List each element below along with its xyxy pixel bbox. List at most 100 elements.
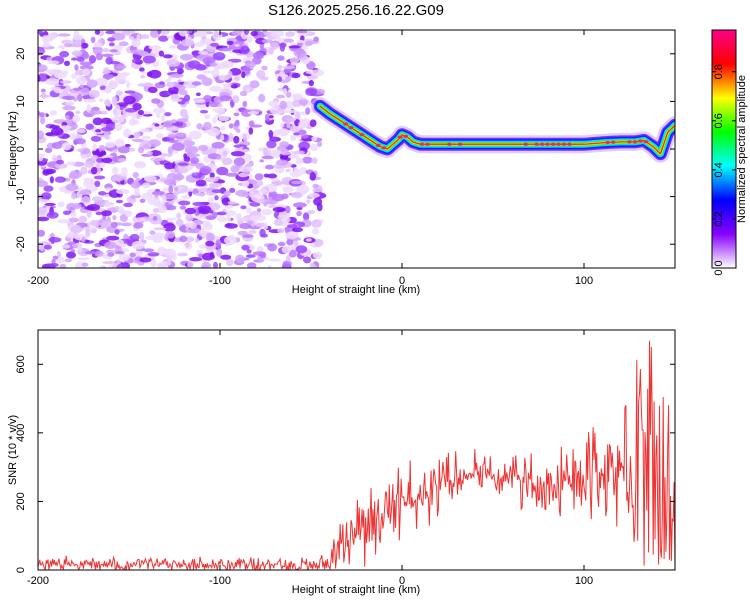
figure-title: S126.2025.256.16.22.G09 — [268, 2, 444, 19]
noise-blob — [243, 171, 250, 175]
noise-blob — [170, 98, 183, 102]
noise-blob — [114, 111, 120, 120]
ridge-peak — [643, 140, 649, 144]
noise-blob — [94, 180, 101, 187]
noise-blob — [209, 85, 223, 92]
noise-blob — [191, 81, 202, 86]
top-x-axis-tick-label: -200 — [27, 275, 49, 287]
noise-blob — [152, 190, 165, 196]
ridge-peak — [605, 140, 611, 145]
noise-blob — [219, 95, 232, 102]
noise-blob — [232, 95, 240, 104]
ridge-peak — [637, 139, 643, 143]
top-x-axis-tick-label: -100 — [209, 275, 231, 287]
noise-blob — [70, 249, 76, 253]
noise-blob — [291, 72, 301, 79]
noise-blob — [180, 195, 192, 199]
noise-blob — [285, 168, 291, 172]
noise-blob — [276, 159, 289, 166]
noise-blob — [69, 171, 83, 179]
noise-blob — [57, 33, 71, 37]
noise-blob — [126, 80, 131, 89]
noise-blob — [139, 257, 152, 263]
noise-blob — [139, 198, 146, 203]
noise-blob — [168, 133, 176, 138]
noise-blob — [114, 75, 127, 84]
noise-blob — [63, 43, 73, 48]
colorbar-frame — [711, 29, 737, 269]
noise-blob — [279, 42, 287, 48]
noise-blob — [310, 143, 318, 152]
noise-blob — [114, 138, 125, 148]
noise-blob — [273, 219, 283, 226]
noise-blob — [311, 136, 318, 142]
noise-blob — [203, 129, 214, 134]
noise-blob — [114, 123, 123, 131]
noise-blob — [38, 48, 46, 54]
noise-blob — [77, 244, 83, 253]
noise-blob — [248, 230, 257, 234]
noise-blob — [117, 145, 131, 154]
noise-blob — [171, 122, 181, 126]
noise-blob — [290, 135, 297, 141]
noise-blob — [248, 120, 255, 127]
noise-blob — [38, 110, 41, 116]
ridge-peak — [446, 142, 452, 146]
noise-blob — [291, 180, 304, 185]
noise-blob — [164, 178, 177, 186]
noise-blob — [79, 61, 93, 66]
noise-blob — [75, 261, 86, 268]
noise-blob — [130, 181, 141, 189]
noise-blob — [216, 62, 229, 70]
noise-blob — [249, 80, 260, 89]
noise-blob — [107, 252, 115, 257]
noise-blob — [45, 147, 53, 153]
noise-blob — [293, 150, 306, 155]
noise-blob — [312, 251, 323, 259]
noise-blob — [176, 212, 181, 219]
noise-blob — [254, 173, 264, 181]
noise-blob — [286, 254, 291, 263]
noise-blob — [166, 59, 181, 67]
noise-blob — [139, 128, 150, 133]
noise-blob — [180, 53, 194, 61]
noise-blob — [164, 193, 177, 200]
noise-blob — [286, 122, 291, 129]
noise-blob — [80, 166, 88, 175]
noise-blob — [239, 223, 252, 230]
noise-blob — [247, 111, 259, 115]
noise-blob — [221, 157, 233, 166]
noise-blob — [56, 250, 62, 258]
noise-blob — [177, 118, 189, 123]
noise-blob — [208, 197, 214, 204]
noise-blob — [158, 50, 164, 57]
noise-blob — [62, 210, 71, 216]
noise-blob — [209, 172, 215, 179]
noise-blob — [124, 90, 136, 94]
ridge-peak — [627, 140, 632, 144]
noise-blob — [248, 127, 254, 135]
noise-blob — [168, 185, 173, 194]
noise-blob — [294, 111, 301, 120]
noise-blob — [281, 74, 286, 81]
noise-blob — [283, 38, 294, 43]
top-x-axis-tick-label: 0 — [399, 275, 405, 287]
noise-blob — [70, 225, 83, 234]
noise-blob — [158, 35, 169, 42]
noise-blob — [133, 131, 141, 139]
noise-blob — [118, 41, 129, 47]
noise-blob — [255, 222, 267, 228]
noise-blob — [170, 73, 184, 79]
noise-blob — [105, 30, 117, 34]
noise-blob — [179, 205, 187, 210]
top-y-axis: -20 -10 0 10 20 — [15, 48, 675, 252]
noise-blob — [85, 123, 94, 130]
colorbar-label: Normalized spectral amplitude — [736, 75, 748, 223]
noise-blob — [111, 116, 125, 124]
noise-blob — [187, 60, 201, 69]
noise-blob — [133, 222, 144, 229]
noise-blob — [173, 186, 179, 192]
noise-blob — [48, 262, 59, 268]
noise-blob — [163, 223, 176, 232]
noise-blob — [190, 157, 200, 164]
